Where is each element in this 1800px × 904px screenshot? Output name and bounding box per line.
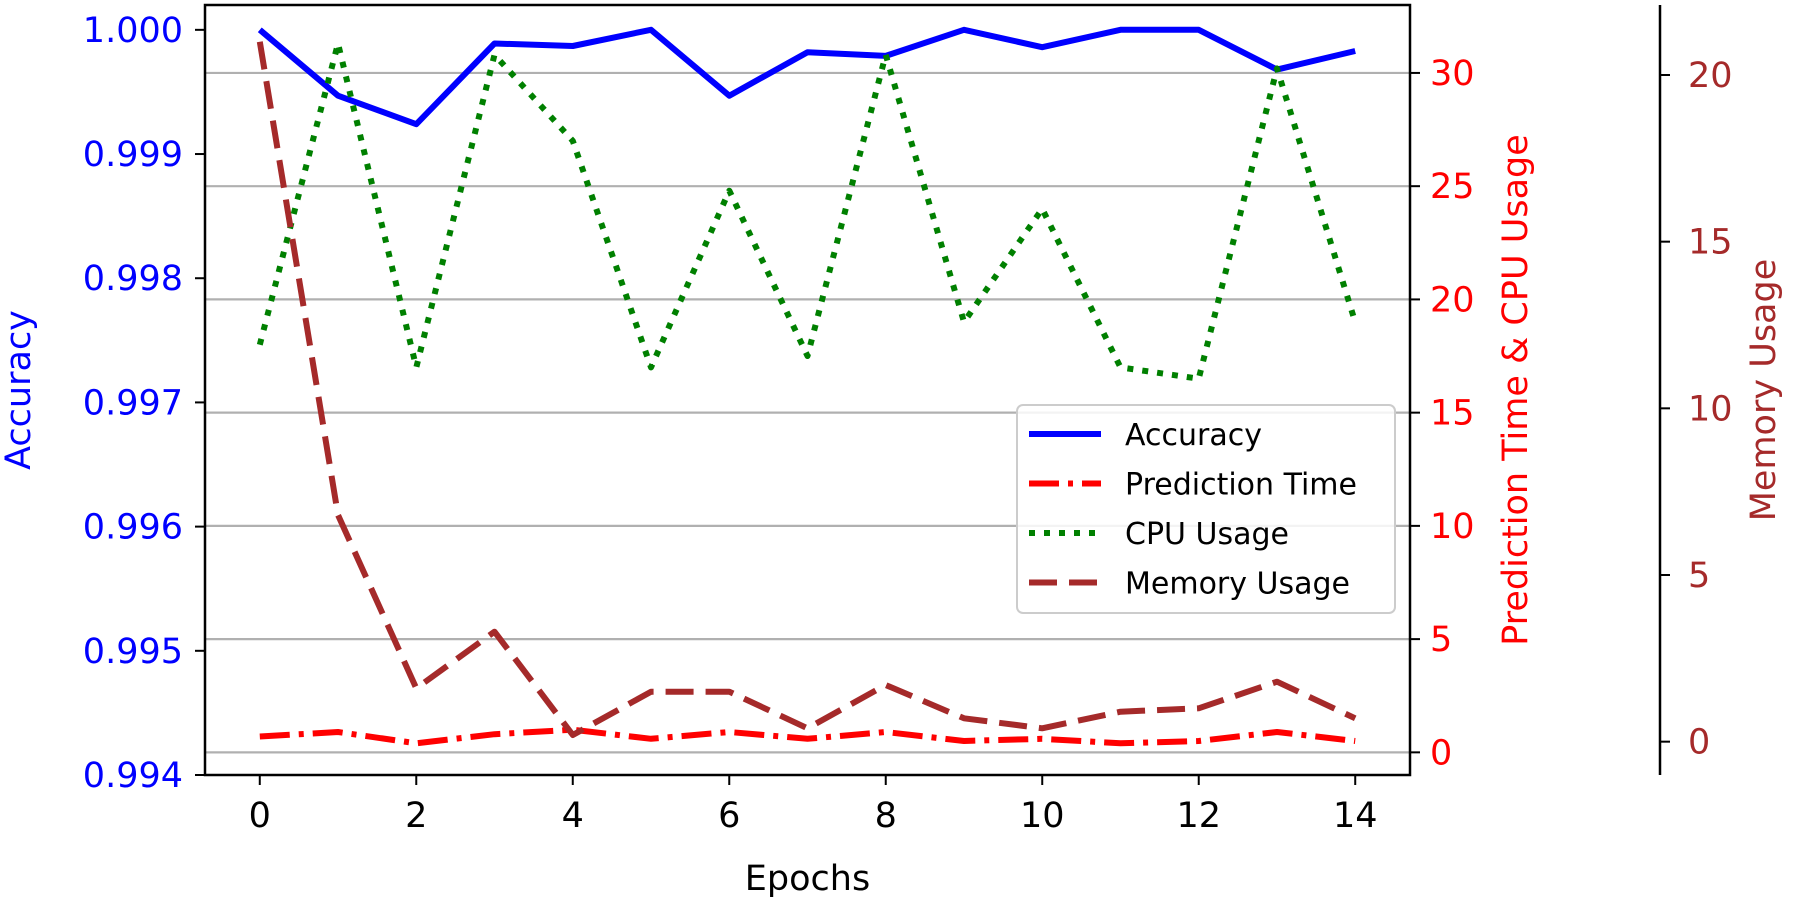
left-y-tick-label: 0.996 [83,508,183,548]
right-y-tick-label: 25 [1430,167,1475,207]
right-y-tick-label: 30 [1430,54,1475,94]
right-y-tick-label: 5 [1430,620,1452,660]
memory-y-tick-label: 5 [1688,556,1710,596]
right-y-axis-label: Prediction Time & CPU Usage [1496,134,1536,646]
left-y-tick-label: 0.998 [83,259,183,299]
x-tick-label: 0 [249,796,271,836]
memory-usage-line [256,41,1357,738]
x-tick-label: 12 [1176,796,1221,836]
legend-box [1016,404,1396,614]
legend-label-accuracy: Accuracy [1125,418,1262,453]
memory-y-tick-label: 15 [1688,223,1733,263]
memory-y-axis-label: Memory Usage [1744,259,1784,522]
right-y-tick-label: 15 [1430,394,1475,434]
x-tick-label: 6 [718,796,740,836]
x-tick-label: 14 [1333,796,1378,836]
left-y-tick-label: 0.994 [83,756,183,796]
right-y-tick-label: 0 [1430,733,1452,773]
x-tick-label: 10 [1020,796,1065,836]
x-axis-label: Epochs [745,859,870,899]
legend-label-memory-usage: Memory Usage [1125,567,1350,602]
x-tick-label: 4 [562,796,584,836]
accuracy-line [257,26,1356,128]
x-tick-label: 2 [405,796,427,836]
left-y-tick-label: 1.000 [83,11,183,51]
legend-label-prediction-time: Prediction Time [1125,468,1357,503]
left-y-tick-label: 0.999 [83,135,183,175]
memory-y-tick-label: 0 [1688,723,1710,763]
left-y-tick-label: 0.995 [83,632,183,672]
left-y-tick-label: 0.997 [83,383,183,423]
x-tick-label: 8 [875,796,897,836]
legend-label-cpu-usage: CPU Usage [1125,517,1289,552]
plot-frame [203,3,1412,777]
cpu-usage-line [256,40,1359,382]
memory-y-tick-label: 20 [1688,56,1733,96]
left-y-axis-label: Accuracy [0,310,39,470]
memory-y-tick-label: 10 [1688,389,1733,429]
prediction-time-line [259,726,1356,747]
right-y-tick-label: 20 [1430,280,1475,320]
right-y-tick-label: 10 [1430,507,1475,547]
